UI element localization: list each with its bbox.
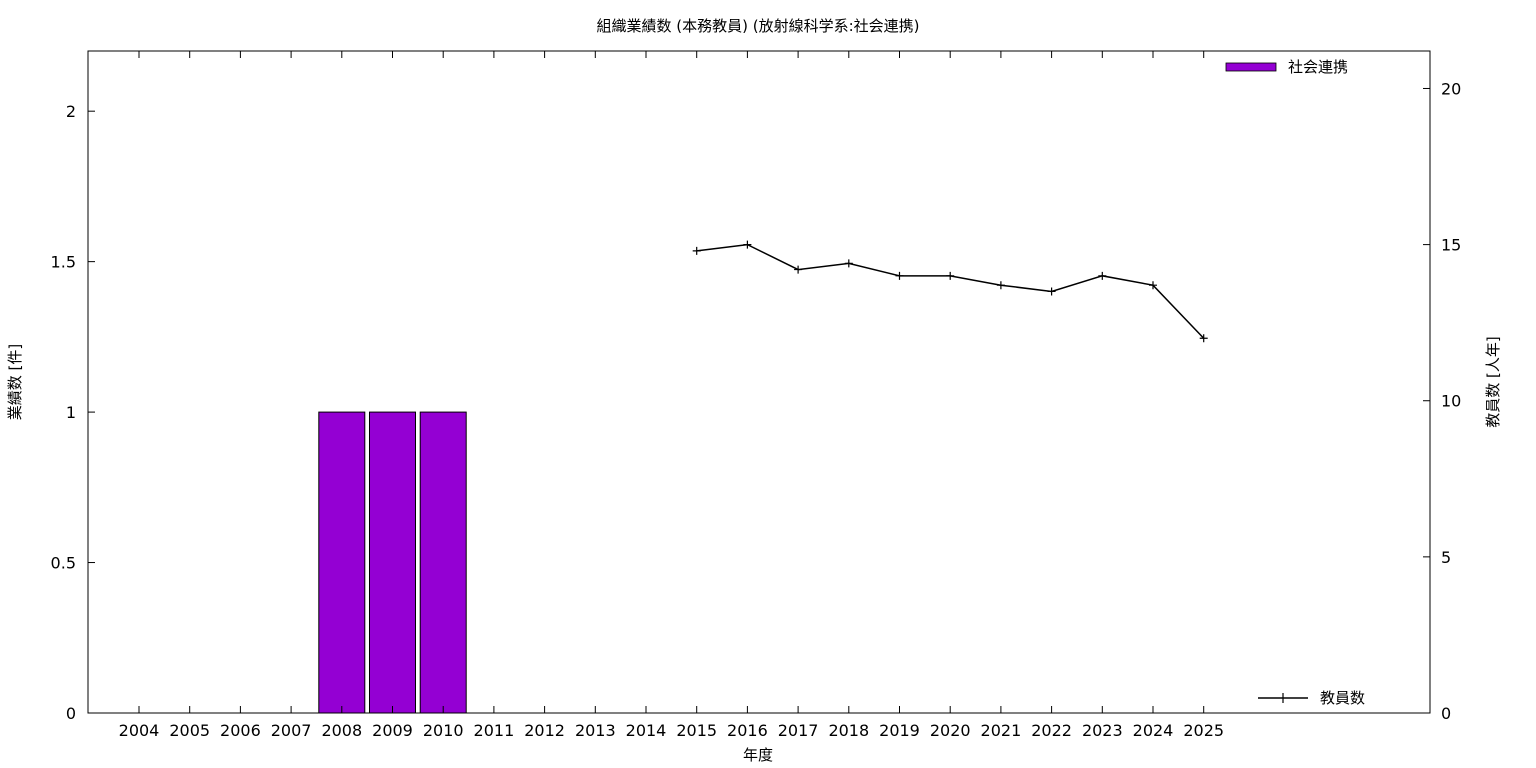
y-tick-label: 1 — [66, 403, 76, 422]
point-2022 — [1047, 287, 1056, 296]
point-2019 — [895, 271, 904, 280]
x-tick-label: 2023 — [1082, 721, 1123, 740]
x-tick-label: 2016 — [727, 721, 768, 740]
y-tick-label: 1.5 — [51, 253, 76, 272]
point-2016 — [743, 240, 752, 249]
legend-bar-label: 社会連携 — [1288, 58, 1348, 76]
y-tick-label: 2 — [66, 102, 76, 121]
y2-tick-label: 5 — [1441, 548, 1451, 567]
x-tick-label: 2025 — [1183, 721, 1224, 740]
bar-2010 — [419, 411, 467, 714]
x-tick-label: 2005 — [169, 721, 210, 740]
axis-ticks: 2004 2005 2006 2007 2008 2009 2010 2011 2012 2013… — [51, 51, 1461, 740]
y2-tick-label: 15 — [1441, 236, 1461, 255]
chart-title: 組織業績数 (本務教員) (放射線科学系:社会連携) — [596, 17, 919, 35]
point-2017 — [794, 265, 803, 274]
x-tick-label: 2022 — [1031, 721, 1072, 740]
x-tick-label: 2013 — [575, 721, 616, 740]
y-axis-title: 業績数 [件] — [6, 344, 24, 420]
x-tick-label: 2014 — [626, 721, 667, 740]
plot-frame — [87, 50, 1431, 714]
line-series — [692, 240, 1208, 343]
point-2024 — [1149, 281, 1157, 290]
y2-tick-label: 10 — [1441, 392, 1461, 411]
x-tick-label: 2021 — [981, 721, 1022, 740]
x-axis-title: 年度 — [743, 746, 773, 764]
x-tick-label: 2011 — [474, 721, 515, 740]
faculty-count-line — [696, 243, 1205, 339]
point-2015 — [692, 246, 701, 255]
bar-2009 — [369, 411, 416, 714]
legend-bar: 社会連携 — [1225, 58, 1348, 76]
point-2018 — [844, 259, 853, 268]
bar-2008 — [318, 411, 366, 714]
y2-axis-title: 教員数 [人年] — [1484, 336, 1502, 427]
y2-tick-label: 0 — [1441, 704, 1451, 723]
x-tick-label: 2018 — [828, 721, 869, 740]
x-tick-label: 2012 — [524, 721, 565, 740]
point-2020 — [946, 271, 955, 280]
legend-line: 教員数 — [1258, 689, 1365, 707]
x-tick-label: 2015 — [676, 721, 717, 740]
bar-series — [318, 411, 467, 714]
y2-tick-label: 20 — [1441, 79, 1461, 98]
x-tick-label: 2024 — [1133, 721, 1174, 740]
x-tick-label: 2010 — [423, 721, 464, 740]
x-tick-label: 2008 — [321, 721, 362, 740]
legend-line-label: 教員数 — [1320, 689, 1365, 707]
point-2023 — [1098, 271, 1107, 280]
y-tick-label: 0 — [66, 704, 76, 723]
point-2025 — [1199, 334, 1208, 343]
x-tick-label: 2020 — [930, 721, 971, 740]
legend-bar-swatch — [1225, 62, 1277, 72]
x-tick-label: 2004 — [119, 721, 160, 740]
y-tick-label: 0.5 — [51, 554, 76, 573]
x-tick-label: 2019 — [879, 721, 920, 740]
x-tick-label: 2007 — [271, 721, 312, 740]
x-tick-label: 2017 — [778, 721, 819, 740]
x-tick-label: 2009 — [372, 721, 413, 740]
point-2021 — [996, 281, 1005, 290]
x-tick-label: 2006 — [220, 721, 261, 740]
